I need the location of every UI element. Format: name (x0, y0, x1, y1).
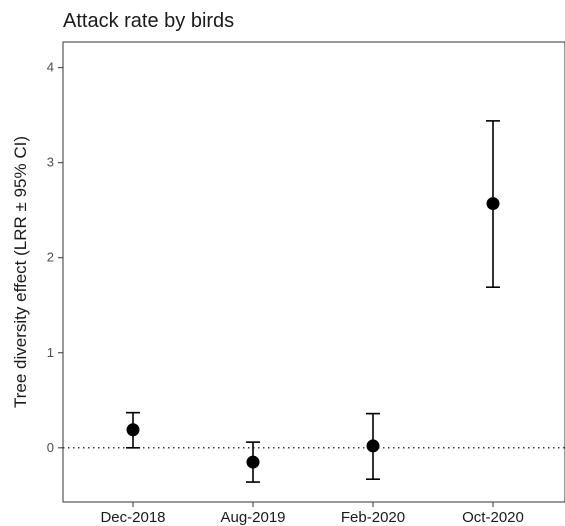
x-tick-label: Dec-2018 (100, 509, 165, 526)
data-point (486, 197, 500, 211)
data-point (366, 439, 380, 453)
x-axis-ticks: Dec-2018 Aug-2019 Feb-2020 Oct-2020 (100, 502, 524, 526)
error-bars (126, 120, 500, 483)
y-tick-label: 4 (47, 60, 54, 75)
x-tick-label: Feb-2020 (341, 509, 405, 526)
data-point (246, 455, 260, 469)
y-axis-ticks: 0 1 2 3 4 (47, 60, 63, 455)
data-point (126, 423, 140, 437)
x-tick-label: Oct-2020 (462, 509, 524, 526)
y-tick-label: 1 (47, 345, 54, 360)
chart-title: Attack rate by birds (63, 10, 234, 32)
y-tick-label: 3 (47, 155, 54, 170)
plot-frame (62, 41, 565, 503)
data-points (126, 197, 500, 469)
y-tick-label: 2 (47, 250, 54, 265)
y-tick-label: 0 (47, 440, 54, 455)
y-axis-label: Tree diversity effect (LRR ± 95% CI) (11, 136, 30, 408)
x-tick-label: Aug-2019 (220, 509, 285, 526)
